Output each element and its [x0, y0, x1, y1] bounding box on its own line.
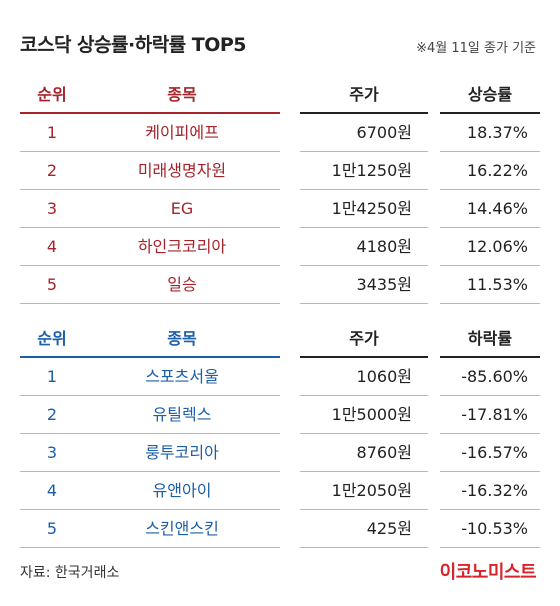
fall-table: 순위 종목 주가 하락률 1 스포츠서울 1060원 -85.60% 2 유틸렉스 1만50…: [20, 322, 540, 548]
rise-table-row: 3 EG 1만4250원 14.46%: [20, 190, 540, 228]
fall-table-header: 순위 종목 주가 하락률: [20, 322, 540, 358]
rise-cell-price: 3435원: [300, 266, 428, 304]
fall-table-row: 1 스포츠서울 1060원 -85.60%: [20, 358, 540, 396]
rise-cell-rate: 14.46%: [440, 190, 540, 228]
rise-cell-name: EG: [84, 190, 280, 228]
fall-cell-rank: 3: [20, 434, 84, 472]
rise-cell-rate: 16.22%: [440, 152, 540, 190]
source-note: 자료: 한국거래소: [20, 565, 120, 581]
fall-table-row: 4 유앤아이 1만2050원 -16.32%: [20, 472, 540, 510]
fall-cell-rate: -10.53%: [440, 510, 540, 548]
fall-cell-name: 유틸렉스: [84, 396, 280, 434]
rise-cell-name: 미래생명자원: [84, 152, 280, 190]
rise-cell-rate: 18.37%: [440, 114, 540, 152]
fall-table-row: 5 스킨앤스킨 425원 -10.53%: [20, 510, 540, 548]
fall-cell-rank: 1: [20, 358, 84, 396]
fall-cell-name: 스킨앤스킨: [84, 510, 280, 548]
rise-cell-rank: 1: [20, 114, 84, 152]
rise-header-price: 주가: [300, 78, 428, 114]
fall-cell-rank: 2: [20, 396, 84, 434]
brand-logo: 이코노미스트: [439, 562, 537, 583]
fall-cell-rate: -17.81%: [440, 396, 540, 434]
chart-title: 코스닥 상승률·하락률 TOP5: [20, 34, 247, 56]
fall-header-rank: 순위: [20, 322, 84, 358]
rise-cell-rank: 3: [20, 190, 84, 228]
fall-cell-name: 룽투코리아: [84, 434, 280, 472]
rise-cell-name: 케이피에프: [84, 114, 280, 152]
rise-header-name: 종목: [84, 78, 280, 114]
fall-cell-rate: -16.32%: [440, 472, 540, 510]
fall-table-body: 1 스포츠서울 1060원 -85.60% 2 유틸렉스 1만5000원 -17.81% 3 룽투…: [20, 358, 540, 548]
rise-header-rate: 상승률: [440, 78, 540, 114]
fall-cell-rank: 4: [20, 472, 84, 510]
fall-table-row: 3 룽투코리아 8760원 -16.57%: [20, 434, 540, 472]
rise-cell-price: 6700원: [300, 114, 428, 152]
fall-cell-rate: -85.60%: [440, 358, 540, 396]
rise-cell-name: 일승: [84, 266, 280, 304]
fall-cell-price: 1만5000원: [300, 396, 428, 434]
basis-note: ※4월 11일 종가 기준: [416, 41, 536, 56]
rise-table: 순위 종목 주가 상승률 1 케이피에프 6700원 18.37% 2 미래생명자원 1만1…: [20, 78, 540, 304]
fall-header-name: 종목: [84, 322, 280, 358]
fall-cell-price: 425원: [300, 510, 428, 548]
rise-cell-name: 하인크코리아: [84, 228, 280, 266]
fall-cell-rate: -16.57%: [440, 434, 540, 472]
rise-cell-price: 1만1250원: [300, 152, 428, 190]
rise-cell-rank: 2: [20, 152, 84, 190]
rise-table-row: 2 미래생명자원 1만1250원 16.22%: [20, 152, 540, 190]
fall-header-price: 주가: [300, 322, 428, 358]
fall-cell-price: 1060원: [300, 358, 428, 396]
fall-cell-rank: 5: [20, 510, 84, 548]
fall-header-rate: 하락률: [440, 322, 540, 358]
rise-cell-rate: 12.06%: [440, 228, 540, 266]
rise-cell-rate: 11.53%: [440, 266, 540, 304]
rise-header-rank: 순위: [20, 78, 84, 114]
rise-table-body: 1 케이피에프 6700원 18.37% 2 미래생명자원 1만1250원 16.22% 3 EG…: [20, 114, 540, 304]
rise-table-row: 1 케이피에프 6700원 18.37%: [20, 114, 540, 152]
rise-cell-price: 4180원: [300, 228, 428, 266]
fall-cell-price: 1만2050원: [300, 472, 428, 510]
fall-cell-price: 8760원: [300, 434, 428, 472]
rise-table-row: 4 하인크코리아 4180원 12.06%: [20, 228, 540, 266]
rise-table-row: 5 일승 3435원 11.53%: [20, 266, 540, 304]
fall-cell-name: 스포츠서울: [84, 358, 280, 396]
rise-table-header: 순위 종목 주가 상승률: [20, 78, 540, 114]
rise-cell-price: 1만4250원: [300, 190, 428, 228]
fall-cell-name: 유앤아이: [84, 472, 280, 510]
rise-cell-rank: 4: [20, 228, 84, 266]
rise-cell-rank: 5: [20, 266, 84, 304]
fall-table-row: 2 유틸렉스 1만5000원 -17.81%: [20, 396, 540, 434]
